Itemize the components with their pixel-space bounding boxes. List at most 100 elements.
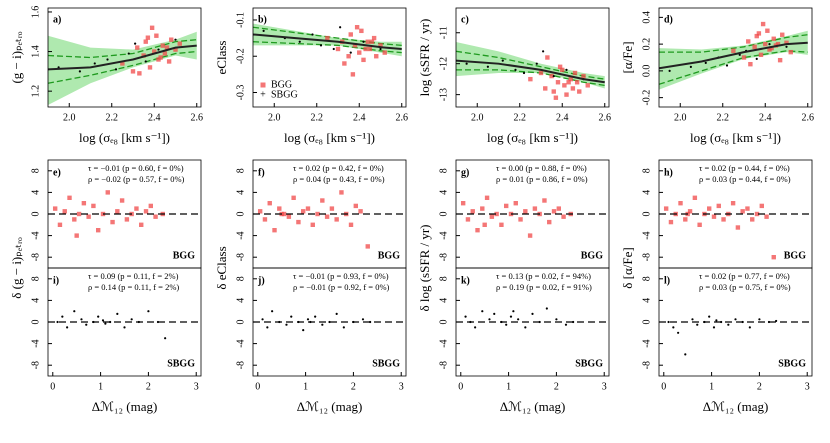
- point: [716, 203, 721, 209]
- y-tick-label: 4: [438, 190, 449, 195]
- panel: -0.1 -0.2 -0.3 2.0 2.2 2.4 2.6 log (σₑ₈ [km s⁻¹…: [214, 7, 408, 145]
- x-tick-label: 1: [303, 381, 308, 392]
- point: [143, 209, 149, 214]
- point: [348, 32, 353, 37]
- point: [367, 46, 373, 52]
- annotation: τ = −0.01 (p = 0.60, f = 0%): [88, 163, 184, 173]
- y-tick-label: -4: [641, 339, 652, 347]
- panel: -8 -4 0 4 8 g) τ = 0.00 (p = 0.88, f = 0%)ρ = …: [438, 159, 610, 269]
- point: [96, 228, 101, 233]
- fit-line: [253, 33, 402, 50]
- point: [149, 25, 155, 30]
- point: [555, 318, 558, 321]
- point: [667, 320, 670, 324]
- point: [350, 72, 356, 77]
- y-tick-label: -8: [438, 253, 449, 261]
- x-tick-label: 0: [458, 381, 463, 392]
- point: [518, 217, 523, 222]
- point: [771, 255, 776, 260]
- y-tick-label: -8: [30, 253, 41, 261]
- annotation: τ = 0.00 (p = 0.88, f = 0%): [496, 163, 587, 173]
- point: [352, 43, 358, 48]
- fit-line: [456, 59, 605, 84]
- annotation: τ = 0.09 (p = 0.11, f = 2%): [88, 271, 179, 281]
- plot-area: [464, 307, 575, 329]
- point: [281, 211, 287, 217]
- point: [119, 198, 125, 203]
- point: [547, 219, 552, 225]
- group-label: BGG: [173, 250, 195, 261]
- point: [538, 70, 544, 76]
- point: [754, 211, 760, 217]
- annotation: ρ = 0.19 (p = 0.02, f = 91%): [496, 282, 592, 292]
- y-tick-label: 8: [30, 276, 41, 281]
- point: [339, 26, 342, 29]
- point: [738, 53, 741, 56]
- panel: -8 -4 0 4 8 e) τ = −0.01 (p = 0.60, f = 0%)ρ =…: [30, 159, 202, 269]
- point: [52, 206, 58, 211]
- point: [697, 222, 702, 227]
- plot-area: [56, 310, 167, 340]
- dashed-bound: [48, 39, 197, 59]
- point: [296, 219, 301, 225]
- panel-label: g): [461, 167, 469, 178]
- point: [266, 326, 269, 329]
- point: [754, 33, 759, 39]
- x-tick-label: 2.0: [268, 112, 281, 123]
- point: [335, 312, 338, 315]
- point: [465, 62, 468, 65]
- panel: -8 -4 0 4 8 f) τ = 0.02 (p = 0.42, f = 0%)ρ = …: [235, 159, 407, 269]
- point: [339, 190, 344, 195]
- point: [302, 329, 305, 332]
- panel: -11 -12 -13 2.0 2.2 2.4 2.6 log (σₑ₈ [km s⁻¹]) l…: [417, 7, 611, 145]
- y-tick-label: -8: [641, 361, 652, 369]
- point: [741, 55, 747, 60]
- panel: -0.2 0.0 0.2 0.4 2.0 2.2 2.4 2.6 log (σₑ₈ [km s⁻…: [620, 7, 814, 145]
- point: [374, 54, 379, 59]
- point: [551, 89, 556, 94]
- point: [76, 211, 82, 217]
- point: [298, 40, 301, 43]
- point: [464, 315, 467, 318]
- point: [362, 40, 365, 43]
- panel: -8 -4 0 4 8 0 1 2 3 Δℳ₁₂ (mag) δ log (sSFR / yr) k)…: [417, 224, 610, 414]
- point: [758, 318, 761, 321]
- point: [712, 326, 716, 329]
- y-axis-label: δ log (sSFR / yr): [417, 224, 432, 311]
- dashed-bound: [48, 50, 197, 84]
- point: [765, 28, 770, 33]
- x-tick-label: 2.4: [759, 112, 772, 123]
- point: [349, 51, 352, 54]
- y-tick-label: 8: [641, 168, 652, 173]
- point: [568, 76, 573, 82]
- x-tick-label: 2.2: [311, 112, 324, 123]
- point: [153, 214, 158, 219]
- point: [740, 209, 745, 214]
- x-tick-label: 0: [255, 381, 260, 392]
- x-tick-label: 3: [399, 381, 404, 392]
- point: [100, 211, 106, 217]
- point: [115, 209, 120, 214]
- y-tick-label: -0.2: [641, 90, 652, 106]
- legend-marker: +: [260, 89, 266, 100]
- annotation: τ = 0.02 (p = 0.42, f = 0%): [293, 163, 384, 173]
- point: [668, 219, 674, 225]
- y-tick-label: -12: [438, 57, 449, 70]
- panel: -8 -4 0 4 8 0 1 2 3 Δℳ₁₂ (mag) δ eClass j) τ = −0.01…: [214, 246, 407, 414]
- point: [677, 331, 680, 334]
- point: [678, 201, 683, 206]
- confidence-band: [659, 30, 808, 90]
- point: [143, 39, 148, 44]
- panel: -8 -4 0 4 8 0 1 2 3 Δℳ₁₂ (mag) δ (g − i)ₚₑₜᵣₒ i) τ =…: [9, 237, 202, 414]
- dashed-bound: [659, 50, 808, 85]
- point: [543, 86, 548, 91]
- point: [145, 35, 151, 40]
- point: [707, 206, 712, 211]
- point: [332, 47, 335, 51]
- point: [555, 80, 561, 85]
- x-tick-label: 0: [50, 381, 55, 392]
- annotation: τ = 0.02 (p = 0.77, f = 0%): [699, 271, 790, 281]
- point: [663, 206, 669, 211]
- point: [173, 47, 178, 52]
- point: [721, 217, 726, 222]
